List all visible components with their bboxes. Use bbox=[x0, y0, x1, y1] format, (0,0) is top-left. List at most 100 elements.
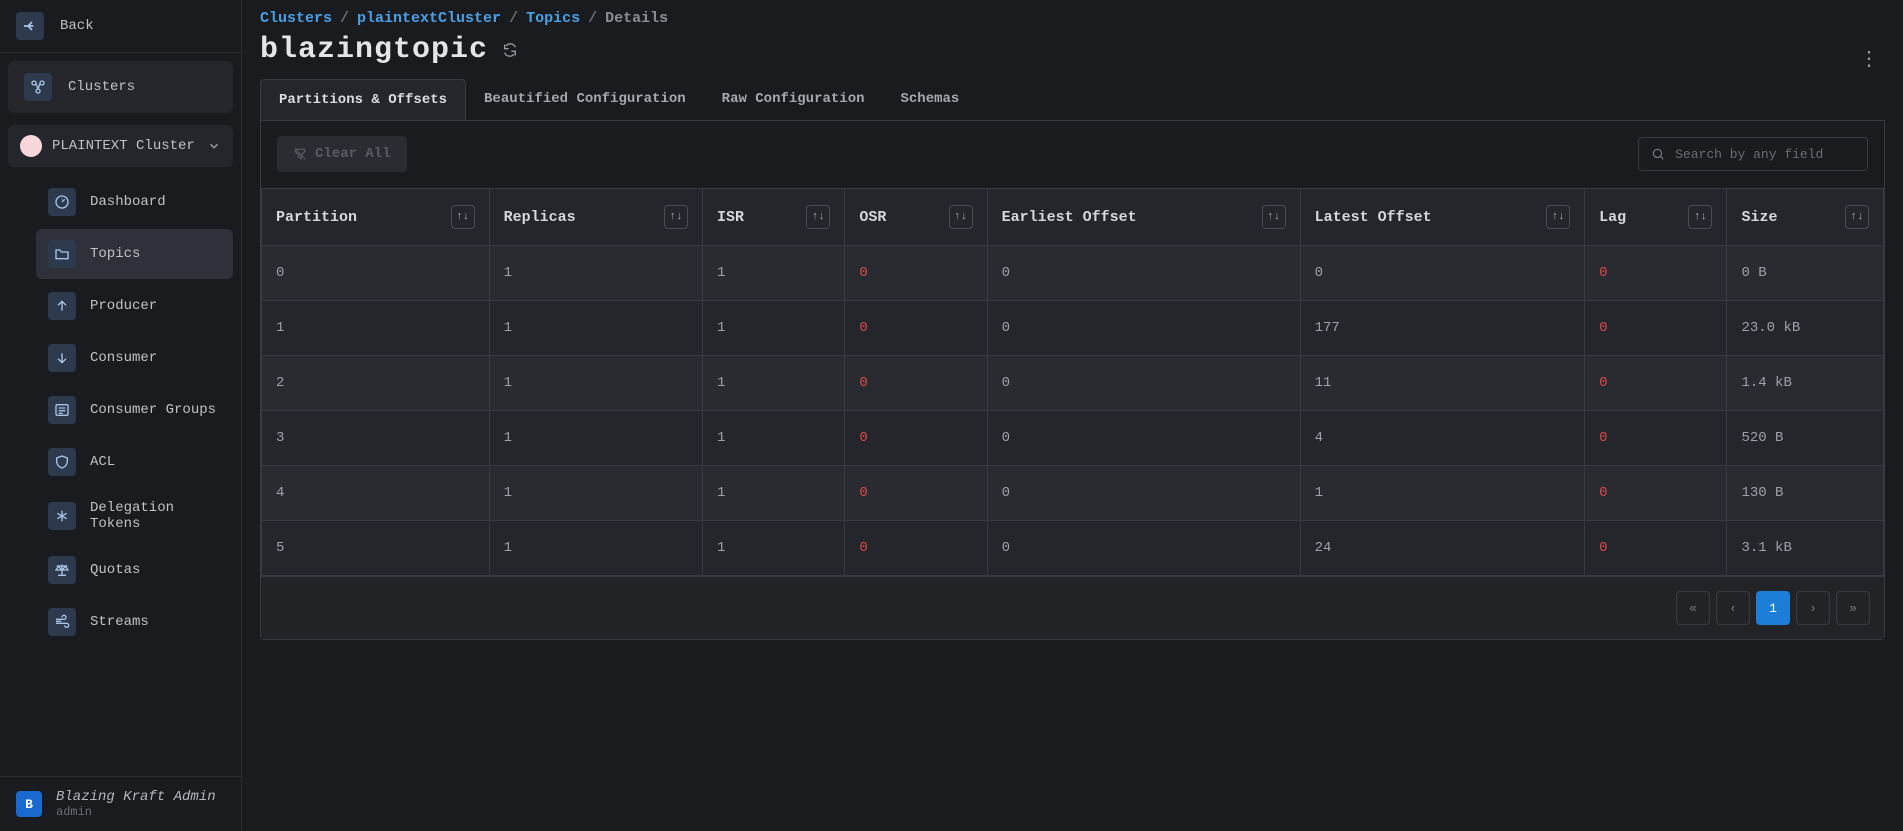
table-cell: 1 bbox=[489, 411, 702, 466]
column-header: Earliest Offset↑↓ bbox=[987, 189, 1300, 246]
table-cell: 1 bbox=[489, 466, 702, 521]
sort-icon[interactable]: ↑↓ bbox=[1688, 205, 1712, 229]
sort-icon[interactable]: ↑↓ bbox=[664, 205, 688, 229]
table-cell: 1 bbox=[489, 246, 702, 301]
sort-icon[interactable]: ↑↓ bbox=[949, 205, 973, 229]
sidebar-item-topics[interactable]: Topics bbox=[36, 229, 233, 279]
clusters-nav[interactable]: Clusters bbox=[8, 61, 233, 113]
table-cell: 0 bbox=[987, 521, 1300, 576]
table-cell: 0 bbox=[1585, 301, 1727, 356]
table-cell: 177 bbox=[1300, 301, 1585, 356]
table-cell: 1 bbox=[703, 246, 845, 301]
main: Clusters / plaintextCluster / Topics / D… bbox=[242, 0, 1903, 831]
back-label: Back bbox=[60, 18, 94, 34]
sort-icon[interactable]: ↑↓ bbox=[806, 205, 830, 229]
sidebar-item-label: Streams bbox=[90, 614, 149, 630]
sidebar-item-delegation-tokens[interactable]: Delegation Tokens bbox=[36, 489, 233, 543]
clusters-label: Clusters bbox=[68, 79, 135, 95]
table-cell: 2 bbox=[262, 356, 490, 411]
sort-icon[interactable]: ↑↓ bbox=[1262, 205, 1286, 229]
tab-partitions-offsets[interactable]: Partitions & Offsets bbox=[260, 79, 466, 120]
table-cell: 0 bbox=[262, 246, 490, 301]
table-cell: 0 bbox=[1585, 521, 1727, 576]
crumb-details: Details bbox=[605, 10, 668, 27]
table-cell: 0 bbox=[845, 246, 987, 301]
column-header: Lag↑↓ bbox=[1585, 189, 1727, 246]
page-last-button[interactable]: » bbox=[1836, 591, 1870, 625]
sort-icon[interactable]: ↑↓ bbox=[1546, 205, 1570, 229]
table-row[interactable]: 01100000 B bbox=[262, 246, 1884, 301]
sidebar-item-producer[interactable]: Producer bbox=[36, 281, 233, 331]
sidebar-item-consumer[interactable]: Consumer bbox=[36, 333, 233, 383]
wind-icon bbox=[48, 608, 76, 636]
sort-icon[interactable]: ↑↓ bbox=[451, 205, 475, 229]
table-cell: 0 bbox=[987, 301, 1300, 356]
table-cell: 0 bbox=[845, 301, 987, 356]
table-cell: 4 bbox=[1300, 411, 1585, 466]
toolbar: Clear All bbox=[261, 120, 1884, 188]
shield-icon bbox=[48, 448, 76, 476]
sidebar-item-consumer-groups[interactable]: Consumer Groups bbox=[36, 385, 233, 435]
cluster-color-dot bbox=[20, 135, 42, 157]
gauge-icon bbox=[48, 188, 76, 216]
sort-icon[interactable]: ↑↓ bbox=[1845, 205, 1869, 229]
folder-icon bbox=[48, 240, 76, 268]
clear-all-button[interactable]: Clear All bbox=[277, 136, 407, 172]
sidebar-footer[interactable]: B Blazing Kraft Admin admin bbox=[0, 776, 241, 831]
partitions-table: Partition↑↓Replicas↑↓ISR↑↓OSR↑↓Earliest … bbox=[261, 188, 1884, 576]
back-row[interactable]: Back bbox=[0, 0, 241, 53]
user-role: admin bbox=[56, 805, 216, 819]
column-header: ISR↑↓ bbox=[703, 189, 845, 246]
page-number-button[interactable]: 1 bbox=[1756, 591, 1790, 625]
page-title: blazingtopic bbox=[260, 33, 488, 67]
tab-schemas[interactable]: Schemas bbox=[883, 79, 978, 120]
table-cell: 1 bbox=[1300, 466, 1585, 521]
clear-all-label: Clear All bbox=[315, 146, 391, 162]
sidebar-item-streams[interactable]: Streams bbox=[36, 597, 233, 647]
cluster-selector[interactable]: PLAINTEXT Cluster bbox=[8, 125, 233, 167]
table-cell: 1 bbox=[703, 521, 845, 576]
table-cell: 0 bbox=[987, 246, 1300, 301]
clusters-icon bbox=[24, 73, 52, 101]
table-cell: 0 B bbox=[1727, 246, 1884, 301]
table-row[interactable]: 3110040520 B bbox=[262, 411, 1884, 466]
crumb-cluster-name[interactable]: plaintextCluster bbox=[357, 10, 501, 27]
table-row[interactable]: 211001101.4 kB bbox=[262, 356, 1884, 411]
table-cell: 1.4 kB bbox=[1727, 356, 1884, 411]
table-cell: 0 bbox=[1585, 356, 1727, 411]
user-name: Blazing Kraft Admin bbox=[56, 789, 216, 805]
sidebar-item-quotas[interactable]: Quotas bbox=[36, 545, 233, 595]
table-cell: 1 bbox=[703, 356, 845, 411]
table-row[interactable]: 11100177023.0 kB bbox=[262, 301, 1884, 356]
table-cell: 0 bbox=[1300, 246, 1585, 301]
page-next-button[interactable]: › bbox=[1796, 591, 1830, 625]
table-cell: 0 bbox=[987, 466, 1300, 521]
table-row[interactable]: 4110010130 B bbox=[262, 466, 1884, 521]
table-cell: 24 bbox=[1300, 521, 1585, 576]
crumb-clusters[interactable]: Clusters bbox=[260, 10, 332, 27]
column-label: OSR bbox=[859, 209, 886, 226]
table-cell: 0 bbox=[845, 356, 987, 411]
kebab-menu-icon[interactable]: ⋮ bbox=[1859, 46, 1879, 72]
refresh-icon[interactable] bbox=[502, 42, 518, 58]
crumb-topics[interactable]: Topics bbox=[526, 10, 580, 27]
sidebar-item-dashboard[interactable]: Dashboard bbox=[36, 177, 233, 227]
tab-raw-configuration[interactable]: Raw Configuration bbox=[704, 79, 883, 120]
column-label: Latest Offset bbox=[1315, 209, 1432, 226]
page-prev-button[interactable]: ‹ bbox=[1716, 591, 1750, 625]
search-box[interactable] bbox=[1638, 137, 1868, 171]
column-header: Size↑↓ bbox=[1727, 189, 1884, 246]
tab-beautified-configuration[interactable]: Beautified Configuration bbox=[466, 79, 704, 120]
search-input[interactable] bbox=[1675, 147, 1855, 162]
sidebar-item-acl[interactable]: ACL bbox=[36, 437, 233, 487]
sidebar-item-label: Quotas bbox=[90, 562, 140, 578]
table-cell: 5 bbox=[262, 521, 490, 576]
table-cell: 1 bbox=[703, 466, 845, 521]
column-header: Replicas↑↓ bbox=[489, 189, 702, 246]
table-cell: 1 bbox=[489, 521, 702, 576]
back-arrow-icon[interactable] bbox=[16, 12, 44, 40]
column-header: OSR ↑↓ bbox=[845, 189, 987, 246]
table-cell: 23.0 kB bbox=[1727, 301, 1884, 356]
table-row[interactable]: 511002403.1 kB bbox=[262, 521, 1884, 576]
page-first-button[interactable]: « bbox=[1676, 591, 1710, 625]
